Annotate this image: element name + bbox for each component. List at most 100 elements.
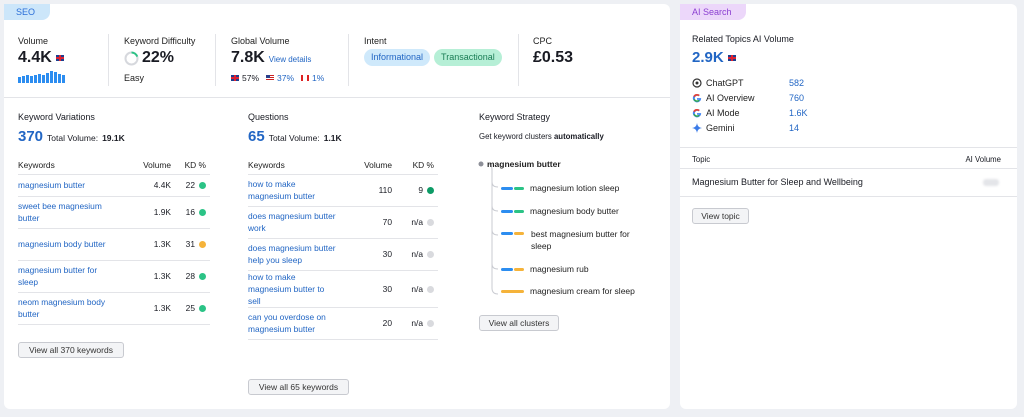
kd-dot-icon xyxy=(199,273,206,281)
table-row[interactable]: does magnesium butter help you sleep 30 n/… xyxy=(248,238,438,271)
col-ai-volume: AI Volume xyxy=(965,155,1001,164)
uk-flag-icon xyxy=(727,54,736,61)
keyword-volume: 30 xyxy=(356,238,392,271)
table-row[interactable]: does magnesium butter work 70 n/a xyxy=(248,206,438,239)
table-row[interactable]: magnesium butter 4.4K 22 xyxy=(18,174,210,197)
questions-count[interactable]: 65 xyxy=(248,128,265,145)
table-row[interactable]: sweet bee magnesium butter 1.9K 16 xyxy=(18,196,210,229)
difficulty-label: Keyword Difficulty xyxy=(124,36,196,46)
questions-title: Questions xyxy=(248,112,289,122)
keyword-link[interactable]: how to make magnesium butter xyxy=(248,174,356,207)
ai-title: Related Topics AI Volume xyxy=(692,34,794,44)
view-all-variations-button[interactable]: View all 370 keywords xyxy=(18,342,124,358)
keyword-kd: n/a xyxy=(392,270,438,308)
seo-card: SEO Volume 4.4K Keyword Difficulty 22% E… xyxy=(4,4,670,409)
ai-source-name: Gemini xyxy=(706,123,735,133)
col-keywords: Keywords xyxy=(18,156,126,175)
kd-value: 28 xyxy=(185,271,195,281)
col-keywords: Keywords xyxy=(248,156,356,175)
keyword-volume: 30 xyxy=(356,270,392,308)
cluster-root[interactable]: magnesium butter xyxy=(487,159,561,169)
table-row[interactable]: how to make magnesium butter 110 9 xyxy=(248,174,438,207)
volume-value: 4.4K xyxy=(18,49,52,66)
table-row[interactable]: magnesium butter for sleep 1.3K 28 xyxy=(18,260,210,293)
keyword-link[interactable]: how to make magnesium butter to sell xyxy=(248,270,356,308)
view-details-link[interactable]: View details xyxy=(268,55,312,64)
kd-dot-icon xyxy=(427,251,434,259)
keyword-link[interactable]: magnesium butter for sleep xyxy=(18,260,126,293)
keyword-kd: 25 xyxy=(171,292,210,325)
col-volume: Volume xyxy=(356,156,392,175)
keyword-kd: 16 xyxy=(171,196,210,229)
keyword-kd: n/a xyxy=(392,206,438,239)
cluster-item[interactable]: best magnesium butter for sleep xyxy=(531,229,630,251)
ai-search-tag: AI Search xyxy=(680,4,746,20)
ai-source-name: ChatGPT xyxy=(706,78,744,88)
table-row[interactable]: neom magnesium body butter 1.3K 25 xyxy=(18,292,210,325)
keyword-link[interactable]: does magnesium butter help you sleep xyxy=(248,238,356,271)
google-icon xyxy=(692,108,702,118)
kd-dot-icon xyxy=(427,320,434,328)
keyword-volume: 1.3K xyxy=(126,228,171,261)
keyword-kd: 28 xyxy=(171,260,210,293)
ai-source-value[interactable]: 760 xyxy=(789,93,805,103)
keyword-link[interactable]: does magnesium butter work xyxy=(248,206,356,239)
google-icon xyxy=(692,93,702,103)
view-topic-button[interactable]: View topic xyxy=(692,208,749,224)
table-row[interactable]: can you overdose on magnesium butter 20 n/… xyxy=(248,307,438,340)
table-row[interactable]: how to make magnesium butter to sell 30 n/… xyxy=(248,270,438,308)
kd-dot-icon xyxy=(199,241,206,249)
cpc-label: CPC xyxy=(533,36,553,46)
volume-trend-bars[interactable] xyxy=(18,71,65,83)
variations-count[interactable]: 370 xyxy=(18,128,44,145)
ai-source-value[interactable]: 14 xyxy=(789,123,800,133)
keyword-link[interactable]: can you overdose on magnesium butter xyxy=(248,307,356,340)
cluster-item[interactable]: magnesium lotion sleep xyxy=(530,183,620,193)
keyword-link[interactable]: magnesium butter xyxy=(18,174,126,197)
col-kd: KD % xyxy=(171,156,210,175)
keyword-kd: n/a xyxy=(392,238,438,271)
variations-total: 19.1K xyxy=(102,133,125,143)
kd-dot-icon xyxy=(427,219,434,227)
ai-source-value[interactable]: 1.6K xyxy=(789,108,808,118)
ca-flag-icon xyxy=(301,75,310,81)
blurred-volume xyxy=(983,179,999,186)
view-all-questions-button[interactable]: View all 65 keywords xyxy=(248,379,349,395)
kd-dot-icon xyxy=(199,209,206,217)
topic-name[interactable]: Magnesium Butter for Sleep and Wellbeing xyxy=(692,177,863,187)
keyword-volume: 4.4K xyxy=(126,174,171,197)
us-flag-icon xyxy=(266,75,275,81)
kd-value: 31 xyxy=(185,239,195,249)
cluster-item[interactable]: magnesium body butter xyxy=(530,206,619,216)
cluster-item[interactable]: magnesium rub xyxy=(530,264,589,274)
global-volume-value: 7.8K xyxy=(231,49,265,66)
view-all-clusters-button[interactable]: View all clusters xyxy=(479,315,559,331)
col-volume: Volume xyxy=(126,156,171,175)
keyword-link[interactable]: magnesium body butter xyxy=(18,228,126,261)
questions-table: Keywords Volume KD % how to make magnesi… xyxy=(248,156,438,340)
kd-value: n/a xyxy=(411,318,423,328)
gemini-icon xyxy=(692,123,702,133)
difficulty-level: Easy xyxy=(124,73,145,83)
kd-value: n/a xyxy=(411,217,423,227)
intent-chip-informational[interactable]: Informational xyxy=(364,49,431,66)
strategy-subtitle: Get keyword clusters xyxy=(479,132,552,141)
ai-volume-value[interactable]: 2.9K xyxy=(692,49,724,66)
variations-title: Keyword Variations xyxy=(18,112,95,122)
intent-chip-transactional[interactable]: Transactional xyxy=(434,49,502,66)
global-us-share: 37% xyxy=(277,73,295,83)
table-row[interactable]: magnesium body butter 1.3K 31 xyxy=(18,228,210,261)
kd-value: 22 xyxy=(185,180,195,190)
cluster-item[interactable]: magnesium cream for sleep xyxy=(530,286,635,296)
kd-value: 25 xyxy=(185,303,195,313)
ai-source-value[interactable]: 582 xyxy=(789,78,805,88)
volume-label: Volume xyxy=(18,36,49,46)
col-kd: KD % xyxy=(392,156,438,175)
kd-dot-icon xyxy=(199,305,206,313)
keyword-link[interactable]: neom magnesium body butter xyxy=(18,292,126,325)
difficulty-value: 22% xyxy=(142,49,175,66)
kd-value: n/a xyxy=(411,283,423,294)
keyword-link[interactable]: sweet bee magnesium butter xyxy=(18,196,126,229)
difficulty-ring-icon xyxy=(124,50,139,65)
kd-value: 16 xyxy=(185,207,195,217)
